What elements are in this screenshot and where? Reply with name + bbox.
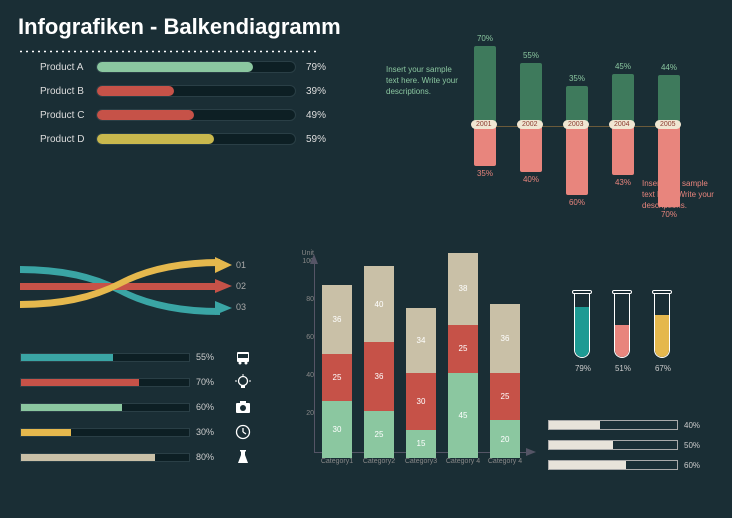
- iconbar-row: 30%: [20, 423, 252, 441]
- ribbon-num: 01: [236, 260, 246, 270]
- flask-icon: [234, 448, 252, 466]
- br-bar-row: 50%: [548, 440, 700, 450]
- tube: 79%: [574, 290, 592, 373]
- br-bars: 40% 50% 60%: [548, 420, 700, 480]
- br-bar-row: 60%: [548, 460, 700, 470]
- br-bar-row: 40%: [548, 420, 700, 430]
- progress-value: 79%: [306, 62, 326, 73]
- iconbar-list: 55% 70% 60% 30% 80%: [20, 348, 252, 473]
- ribbons: 01 02 03: [20, 252, 250, 322]
- clock-icon: [234, 423, 252, 441]
- bulb-icon: [234, 373, 252, 391]
- progress-track: [96, 61, 296, 73]
- iconbar-row: 60%: [20, 398, 252, 416]
- title-dots: [18, 50, 318, 53]
- updown-chart: Insert your sample text here. Write your…: [400, 30, 710, 230]
- progress-label: Product A: [40, 62, 96, 73]
- iconbar-row: 80%: [20, 448, 252, 466]
- tubes: 79% 51% 67%: [574, 290, 672, 373]
- updown-note-top: Insert your sample text here. Write your…: [386, 64, 462, 98]
- stacked-chart: Unit 20406080100 36 25 30 Category1 40 3…: [282, 252, 542, 492]
- iconbar-row: 70%: [20, 373, 252, 391]
- tube: 67%: [654, 290, 672, 373]
- updown-note-bottom: Insert your sample text here. Write your…: [642, 178, 718, 212]
- camera-icon: [234, 398, 252, 416]
- iconbar-row: 55%: [20, 348, 252, 366]
- bus-icon: [234, 348, 252, 366]
- progress-fill: [97, 62, 253, 72]
- tube: 51%: [614, 290, 632, 373]
